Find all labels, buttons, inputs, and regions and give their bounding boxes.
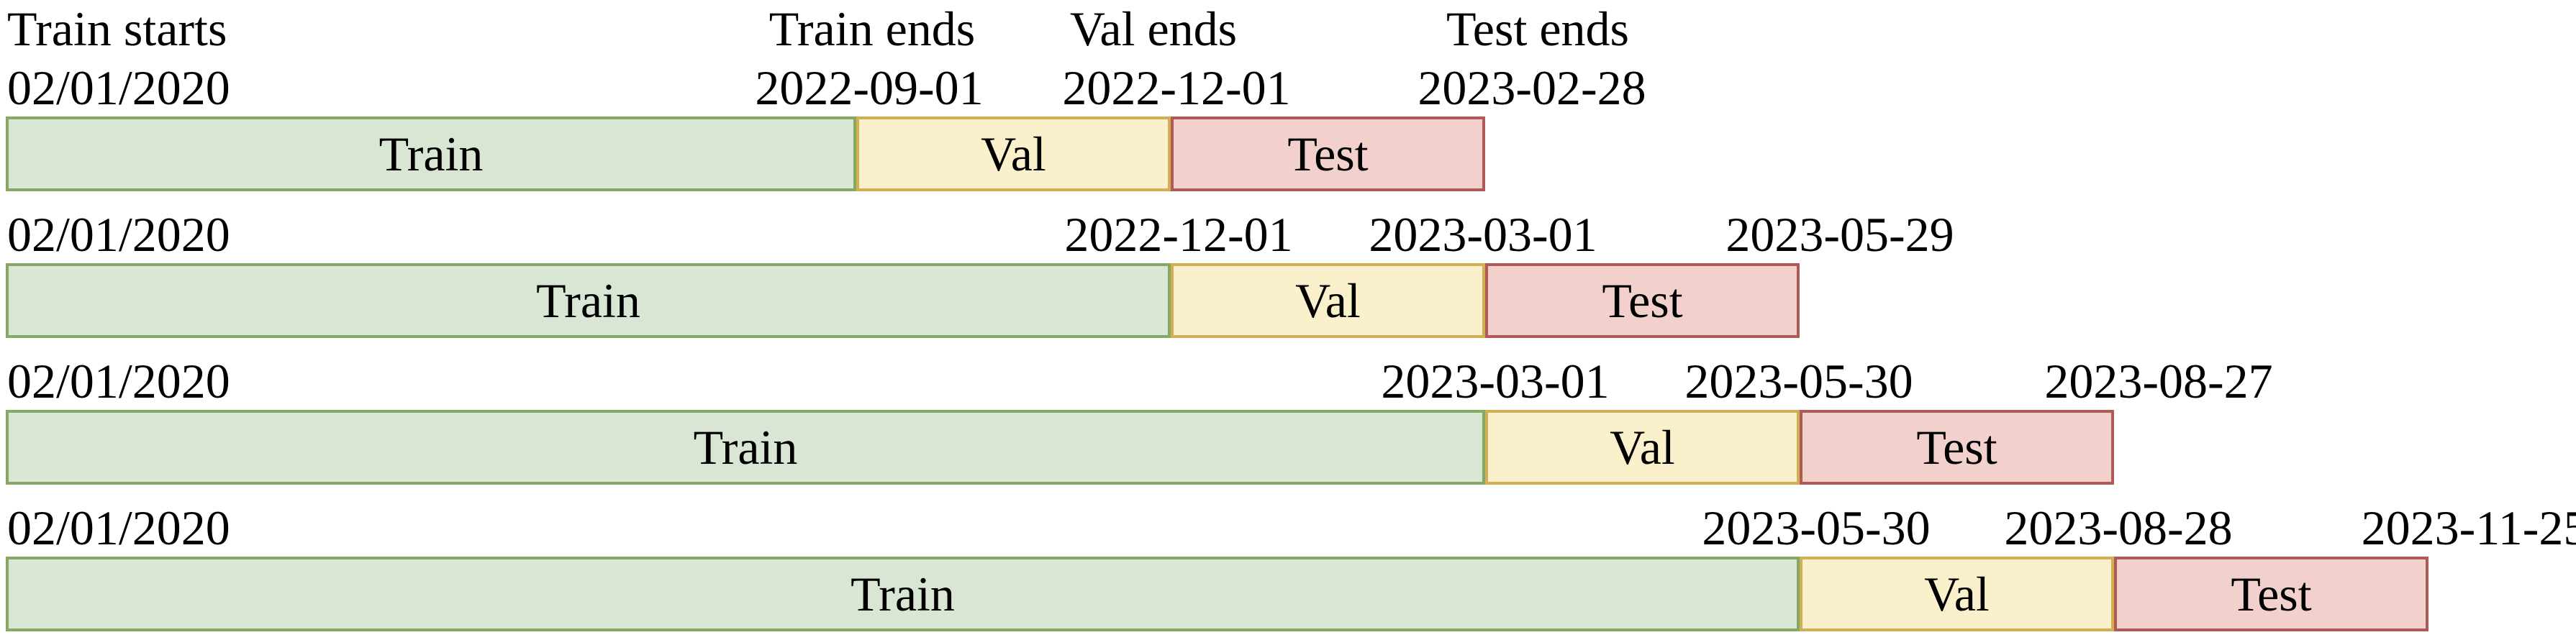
row4-train-bar: Train [6, 557, 1800, 631]
row1-val-bar: Val [856, 116, 1171, 191]
row2-test-bar: Test [1485, 263, 1800, 338]
row2-val-end-date: 2023-03-01 [1369, 207, 1597, 262]
row3-train-bar: Train [6, 410, 1485, 485]
row1-train-bar-label: Train [378, 127, 484, 181]
row3-train-bar-label: Train [693, 420, 798, 475]
row1-val-end-date: 2022-12-01 [1062, 60, 1291, 115]
row2-train-bar-label: Train [536, 273, 640, 328]
row2-test-bar-label: Test [1602, 273, 1683, 328]
row2-val-bar: Val [1171, 263, 1485, 338]
header-test-ends: Test ends [1446, 1, 1629, 56]
row1-test-bar: Test [1171, 116, 1485, 191]
row1-test-bar-label: Test [1287, 127, 1369, 181]
row3-val-end-date: 2023-05-30 [1684, 354, 1913, 408]
row3-val-bar-label: Val [1610, 420, 1675, 475]
row3-test-bar-label: Test [1916, 420, 1997, 475]
row4-test-bar: Test [2114, 557, 2428, 631]
row2-test-end-date: 2023-05-29 [1725, 207, 1954, 262]
row1-train-end-date: 2022-09-01 [755, 60, 984, 115]
row2-train-end-date: 2022-12-01 [1064, 207, 1293, 262]
header-val-ends: Val ends [1069, 1, 1238, 56]
row1-train-bar: Train [6, 116, 856, 191]
row4-train-bar-label: Train [851, 567, 955, 621]
row4-val-bar-label: Val [1924, 567, 1990, 621]
row4-train-end-date: 2023-05-30 [1702, 500, 1931, 555]
row4-test-bar-label: Test [2231, 567, 2312, 621]
row3-test-bar: Test [1800, 410, 2114, 485]
row1-val-bar-label: Val [981, 127, 1046, 181]
row4-test-end-date: 2023-11-25 [2361, 500, 2576, 555]
row3-train-end-date: 2023-03-01 [1381, 354, 1610, 408]
row3-val-bar: Val [1485, 410, 1800, 485]
row1-test-end-date: 2023-02-28 [1418, 60, 1646, 115]
row3-test-end-date: 2023-08-27 [2044, 354, 2273, 408]
row2-val-bar-label: Val [1295, 273, 1361, 328]
row4-val-end-date: 2023-08-28 [2004, 500, 2233, 555]
header-train-starts: Train starts [7, 1, 227, 56]
row3-start-date: 02/01/2020 [7, 354, 230, 408]
header-train-ends: Train ends [768, 1, 976, 56]
row2-start-date: 02/01/2020 [7, 207, 230, 262]
row4-val-bar: Val [1800, 557, 2114, 631]
row1-start-date: 02/01/2020 [7, 60, 230, 115]
row4-start-date: 02/01/2020 [7, 500, 230, 555]
row2-train-bar: Train [6, 263, 1171, 338]
